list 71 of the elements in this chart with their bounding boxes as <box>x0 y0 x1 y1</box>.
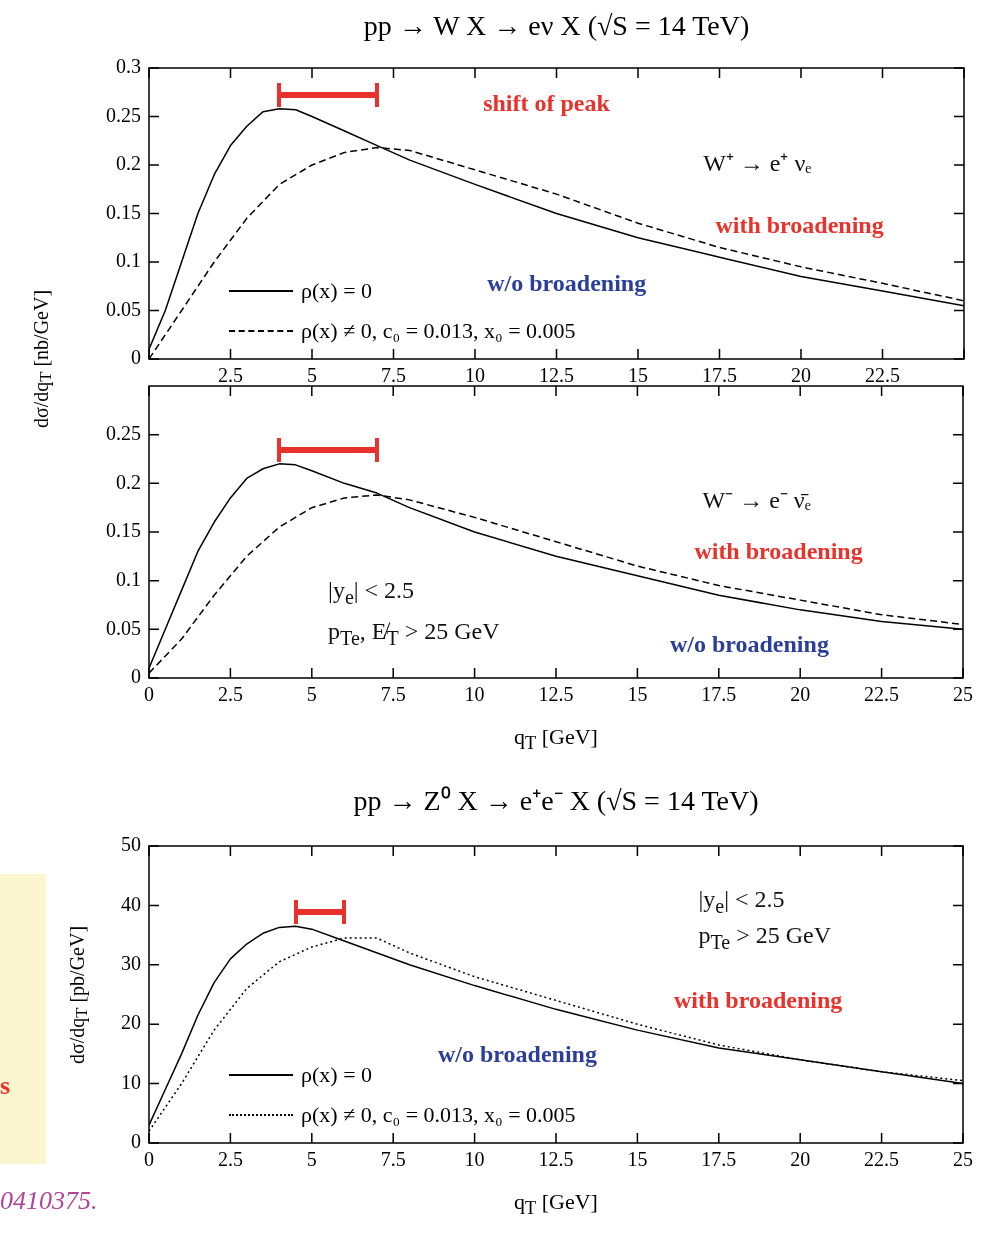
annotation: shift of peak <box>483 89 610 117</box>
annotation: p$_{Te}$ > 25 GeV <box>698 922 831 954</box>
y-tick-label: 0 <box>131 346 141 369</box>
x-tick-label: 17.5 <box>702 364 737 387</box>
x-tick-label: 12.5 <box>538 1148 574 1171</box>
x-tick-label: 22.5 <box>864 1148 900 1171</box>
y-tick-label: 40 <box>121 892 141 915</box>
x-tick-label: 10 <box>464 683 485 706</box>
x-tick-label: 2.5 <box>218 364 243 387</box>
y-tick-label: 20 <box>121 1011 141 1034</box>
x-tick-label: 5 <box>306 683 317 706</box>
x-tick-label: 15 <box>627 1148 648 1171</box>
y-tick-label: 0.25 <box>106 103 141 126</box>
x-axis-title: q$_{T}$ [GeV] <box>514 724 598 755</box>
x-tick-label: 10 <box>465 364 485 387</box>
x-tick-label: 15 <box>627 683 648 706</box>
x-tick-label: 10 <box>464 1148 485 1171</box>
legend-label: ρ(x) = 0 <box>301 1062 373 1088</box>
y-tick-label: 0.05 <box>106 616 141 639</box>
legend-label: ρ(x) ≠ 0, c₀ = 0.013, x₀ = 0.005 <box>301 1102 576 1128</box>
y-tick-label: 0.15 <box>106 200 141 223</box>
y-tick-label: 0.15 <box>106 519 141 542</box>
y-tick-label: 0.1 <box>116 249 141 272</box>
annotation: W⁻ → e⁻ ν̄ₑ <box>702 485 811 515</box>
y-tick-label: 0 <box>131 1130 141 1153</box>
annotation: |y$_{e}$| < 2.5 <box>698 886 785 919</box>
x-tick-label: 7.5 <box>380 683 406 706</box>
x-tick-label: 20 <box>790 683 811 706</box>
annotation: |y$_{e}$| < 2.5 <box>328 577 415 610</box>
annotation: p$_{Te}$, E̸$_{T}$ > 25 GeV <box>328 618 500 651</box>
x-tick-label: 25 <box>953 683 973 706</box>
x-tick-label: 22.5 <box>865 364 900 387</box>
x-tick-label: 5 <box>306 1148 317 1171</box>
y-tick-label: 30 <box>121 952 141 975</box>
legend-label: ρ(x) = 0 <box>301 278 373 304</box>
text: s <box>0 1071 11 1101</box>
x-tick-label: 2.5 <box>217 1148 243 1171</box>
y-tick-label: 0.2 <box>116 470 141 493</box>
x-tick-label: 12.5 <box>539 364 574 387</box>
text: 0410375. <box>0 1186 98 1216</box>
x-tick-label: 5 <box>307 364 317 387</box>
annotation: w/o broadening <box>669 630 829 658</box>
x-tick-label: 17.5 <box>701 683 737 706</box>
chart-title: pp → W X → eν X (√S = 14 TeV) <box>362 10 751 42</box>
x-tick-label: 25 <box>953 1148 973 1171</box>
x-tick-label: 20 <box>790 1148 811 1171</box>
y-tick-label: 50 <box>121 833 141 856</box>
x-tick-label: 20 <box>791 364 811 387</box>
y-tick-label: 0 <box>131 665 141 688</box>
y-tick-label: 0.05 <box>106 297 141 320</box>
x-tick-label: 22.5 <box>864 683 900 706</box>
x-tick-label: 2.5 <box>217 683 243 706</box>
annotation: w/o broadening <box>487 269 647 297</box>
x-axis-title: q$_{T}$ [GeV] <box>514 1189 598 1220</box>
x-tick-label: 12.5 <box>538 683 574 706</box>
annotation: with broadening <box>694 537 863 565</box>
annotation: with broadening <box>674 986 843 1014</box>
y-tick-label: 10 <box>121 1070 141 1093</box>
annotation: with broadening <box>715 211 884 239</box>
y-tick-label: 0.1 <box>116 567 141 590</box>
chart-title: pp → Z⁰ X → e⁺e⁻ X (√S = 14 TeV) <box>352 784 760 818</box>
annotation: w/o broadening <box>437 1040 597 1068</box>
x-tick-label: 7.5 <box>380 1148 406 1171</box>
x-tick-label: 15 <box>628 364 648 387</box>
y-tick-label: 0.25 <box>106 421 141 444</box>
x-tick-label: 17.5 <box>701 1148 737 1171</box>
y-tick-label: 0.3 <box>116 55 141 78</box>
y-tick-label: 0.2 <box>116 152 141 175</box>
x-tick-label: 7.5 <box>381 364 406 387</box>
annotation: W⁺ → e⁺ νₑ <box>703 148 812 178</box>
legend-label: ρ(x) ≠ 0, c₀ = 0.013, x₀ = 0.005 <box>301 318 576 344</box>
